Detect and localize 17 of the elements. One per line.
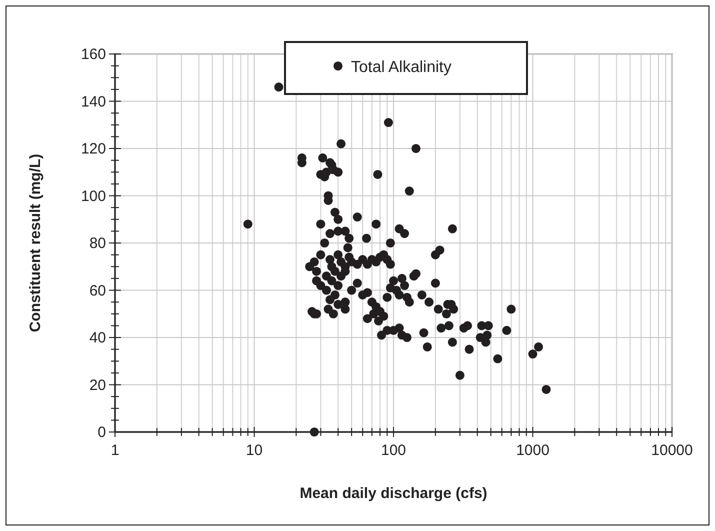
y-tick-label: 40 — [89, 330, 106, 346]
legend-label: Total Alkalinity — [351, 59, 452, 76]
y-tick-label: 160 — [80, 46, 106, 63]
y-tick-label: 0 — [98, 424, 106, 441]
x-tick-label: 1 — [110, 442, 120, 459]
y-tick-label: 100 — [80, 188, 106, 205]
y-tick-label: 80 — [89, 235, 106, 252]
y-tick-label: 140 — [80, 93, 106, 110]
x-tick-label: 10000 — [651, 442, 693, 459]
y-tick-label: 20 — [89, 376, 106, 394]
x-axis-title: Mean daily discharge (cfs) — [300, 485, 488, 502]
x-tick-label: 1000 — [516, 442, 550, 459]
x-tick-label: 10 — [246, 442, 263, 459]
x-tick-label: 100 — [380, 442, 406, 459]
y-axis-title: Constituent result (mg/L) — [27, 154, 44, 332]
y-tick-label: 120 — [80, 140, 106, 158]
y-tick-label: 60 — [89, 282, 106, 300]
